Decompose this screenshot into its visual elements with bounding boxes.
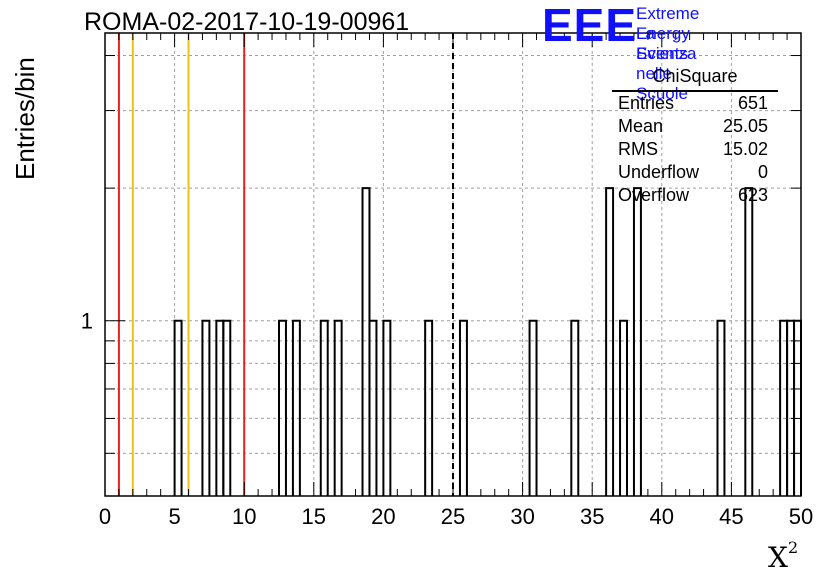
histogram-bin (716, 319, 726, 496)
histogram-bin (222, 319, 232, 496)
stats-label: Underflow (618, 162, 700, 182)
histogram-bin (278, 319, 287, 496)
stats-row-overflow: Overflow 623 (612, 184, 778, 207)
x-tick-label: 45 (719, 504, 743, 529)
stats-row-entries: Entries 651 (612, 92, 778, 115)
stats-row-mean: Mean 25.05 (612, 115, 778, 138)
x-tick-label: 20 (371, 504, 395, 529)
stats-label: RMS (618, 139, 658, 159)
histogram-bin (632, 187, 642, 496)
stats-value: 0 (757, 162, 768, 182)
histogram-bin (333, 319, 343, 496)
x-tick-label: 50 (789, 504, 813, 529)
histogram-bin (528, 319, 538, 496)
stats-value: 25.05 (722, 116, 768, 136)
x-tick-label: 10 (232, 504, 256, 529)
logo-line-2: La Scienza nelle Scuole (636, 24, 697, 103)
x-tick-label: 30 (510, 504, 534, 529)
stats-value: 623 (737, 185, 768, 205)
stats-row-underflow: Underflow 0 (612, 161, 778, 184)
histogram-bin (744, 187, 754, 496)
histogram-bin (291, 319, 301, 496)
chart-title: ROMA-02-2017-10-19-00961 (84, 8, 410, 36)
x-axis-label-exponent: 2 (787, 538, 799, 557)
histogram-bin (173, 319, 183, 496)
stats-row-rms: RMS 15.02 (612, 138, 778, 161)
histogram-bin (368, 319, 378, 496)
stats-box: ChiSquare Entries 651 Mean 25.05 RMS 15.02 … (612, 66, 778, 207)
x-axis-label: X2 (768, 538, 798, 574)
stats-title: ChiSquare (612, 66, 778, 92)
stats-value: 651 (737, 93, 768, 113)
x-axis-label-base: X (768, 541, 788, 574)
stats-label: Mean (618, 116, 664, 136)
y-axis-label: Entries/bin (10, 57, 40, 180)
logo-mark: EEE (542, 0, 638, 51)
stats-label: Entries (618, 93, 675, 113)
histogram-bin (319, 319, 329, 496)
histogram-bin (570, 319, 580, 496)
logo-line-1: Extreme Energy Events (636, 4, 700, 63)
x-tick-label: 5 (168, 504, 180, 529)
histogram-bin (605, 187, 615, 496)
histogram-bin (424, 319, 434, 496)
x-tick-label: 0 (99, 504, 111, 529)
x-tick-label: 35 (580, 504, 604, 529)
stats-label: Overflow (618, 185, 690, 205)
x-tick-label: 40 (650, 504, 674, 529)
histogram-bin (458, 319, 468, 496)
stats-value: 15.02 (722, 139, 768, 159)
x-tick-label: 15 (302, 504, 326, 529)
y-tick-label: 1 (81, 309, 93, 334)
histogram-bin (382, 319, 392, 496)
x-tick-label: 25 (441, 504, 465, 529)
histogram-bin (619, 319, 628, 496)
histogram-bin (201, 319, 211, 496)
